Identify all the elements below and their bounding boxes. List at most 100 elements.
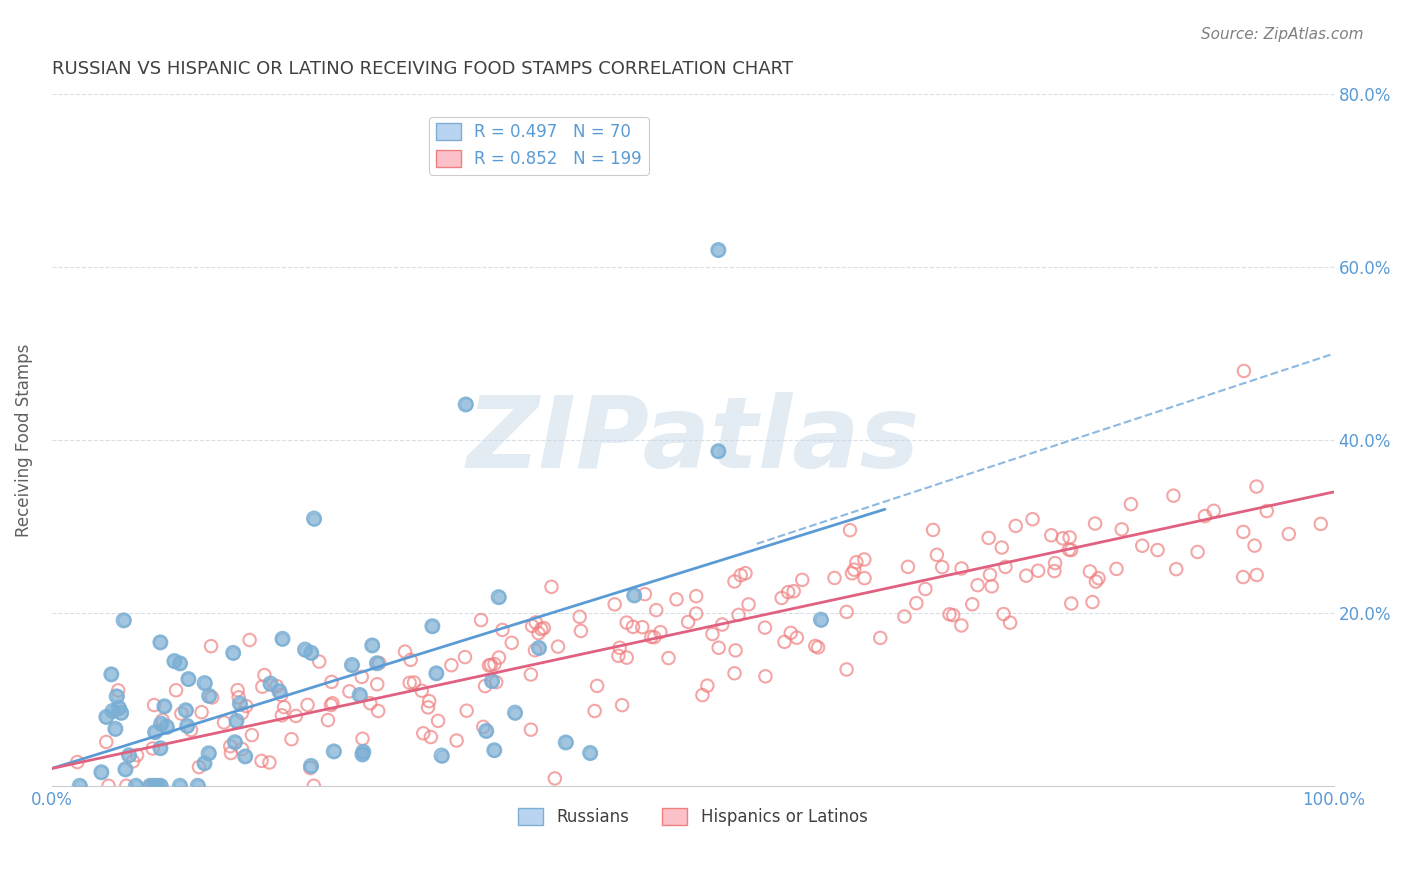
Point (786, 631, 808, 645)
Point (125, 748, 148, 763)
Point (367, 704, 389, 718)
Point (271, 632, 294, 646)
Point (169, 657, 191, 671)
Point (155, 720, 177, 734)
Point (366, 677, 388, 691)
Point (143, 725, 166, 739)
Point (177, 672, 200, 686)
Point (143, 779, 166, 793)
Point (472, 720, 495, 734)
Point (569, 624, 592, 638)
Point (1087, 571, 1109, 585)
Point (568, 610, 591, 624)
Point (419, 730, 441, 744)
Point (176, 719, 198, 733)
Point (950, 561, 973, 575)
Point (163, 654, 186, 668)
Point (1105, 562, 1128, 576)
Point (485, 675, 508, 690)
Point (198, 689, 221, 703)
Point (734, 566, 756, 581)
Point (707, 444, 730, 458)
Point (950, 618, 973, 632)
Point (422, 619, 444, 633)
Point (841, 566, 863, 581)
Point (631, 620, 654, 634)
Point (259, 676, 281, 690)
Point (302, 511, 325, 525)
Point (115, 779, 138, 793)
Point (112, 614, 135, 628)
Point (150, 716, 173, 731)
Point (368, 656, 391, 670)
Point (222, 646, 245, 660)
Point (533, 621, 555, 635)
Point (938, 607, 960, 622)
Point (350, 670, 373, 684)
Point (299, 646, 322, 660)
Point (366, 657, 388, 671)
Point (707, 444, 730, 458)
Point (544, 772, 567, 786)
Point (610, 698, 633, 713)
Point (488, 650, 510, 665)
Point (170, 706, 193, 721)
Point (922, 523, 945, 537)
Point (163, 654, 186, 668)
Point (302, 779, 325, 793)
Point (427, 714, 450, 728)
Point (547, 640, 569, 654)
Point (233, 749, 256, 764)
Point (107, 683, 129, 698)
Point (224, 735, 246, 749)
Point (792, 573, 814, 587)
Point (294, 642, 316, 657)
Point (994, 560, 1017, 574)
Point (1243, 539, 1265, 553)
Text: ZIPatlas: ZIPatlas (467, 392, 920, 489)
Point (478, 658, 501, 673)
Point (707, 640, 730, 655)
Point (180, 723, 202, 737)
Point (321, 696, 343, 710)
Point (253, 668, 276, 682)
Point (1202, 504, 1225, 518)
Point (269, 684, 291, 698)
Point (402, 675, 425, 690)
Point (783, 584, 806, 599)
Point (1060, 597, 1083, 611)
Point (869, 631, 891, 645)
Point (645, 603, 668, 617)
Point (399, 653, 422, 667)
Point (1233, 364, 1256, 378)
Point (1057, 542, 1080, 557)
Point (149, 741, 172, 756)
Point (97, 779, 120, 793)
Point (239, 632, 262, 647)
Point (657, 651, 679, 665)
Point (143, 725, 166, 739)
Point (430, 748, 453, 763)
Point (540, 580, 562, 594)
Point (139, 779, 162, 793)
Point (349, 688, 371, 702)
Point (418, 694, 440, 708)
Point (90, 765, 112, 780)
Point (225, 714, 247, 728)
Point (1187, 545, 1209, 559)
Point (142, 741, 165, 756)
Point (273, 700, 295, 714)
Point (212, 715, 235, 730)
Point (231, 742, 253, 756)
Point (233, 749, 256, 764)
Point (711, 617, 734, 632)
Point (228, 690, 250, 705)
Point (219, 746, 242, 760)
Point (177, 672, 200, 686)
Point (527, 130, 550, 145)
Point (1194, 509, 1216, 524)
Point (897, 559, 920, 574)
Point (607, 648, 630, 663)
Point (101, 704, 124, 718)
Point (225, 714, 247, 728)
